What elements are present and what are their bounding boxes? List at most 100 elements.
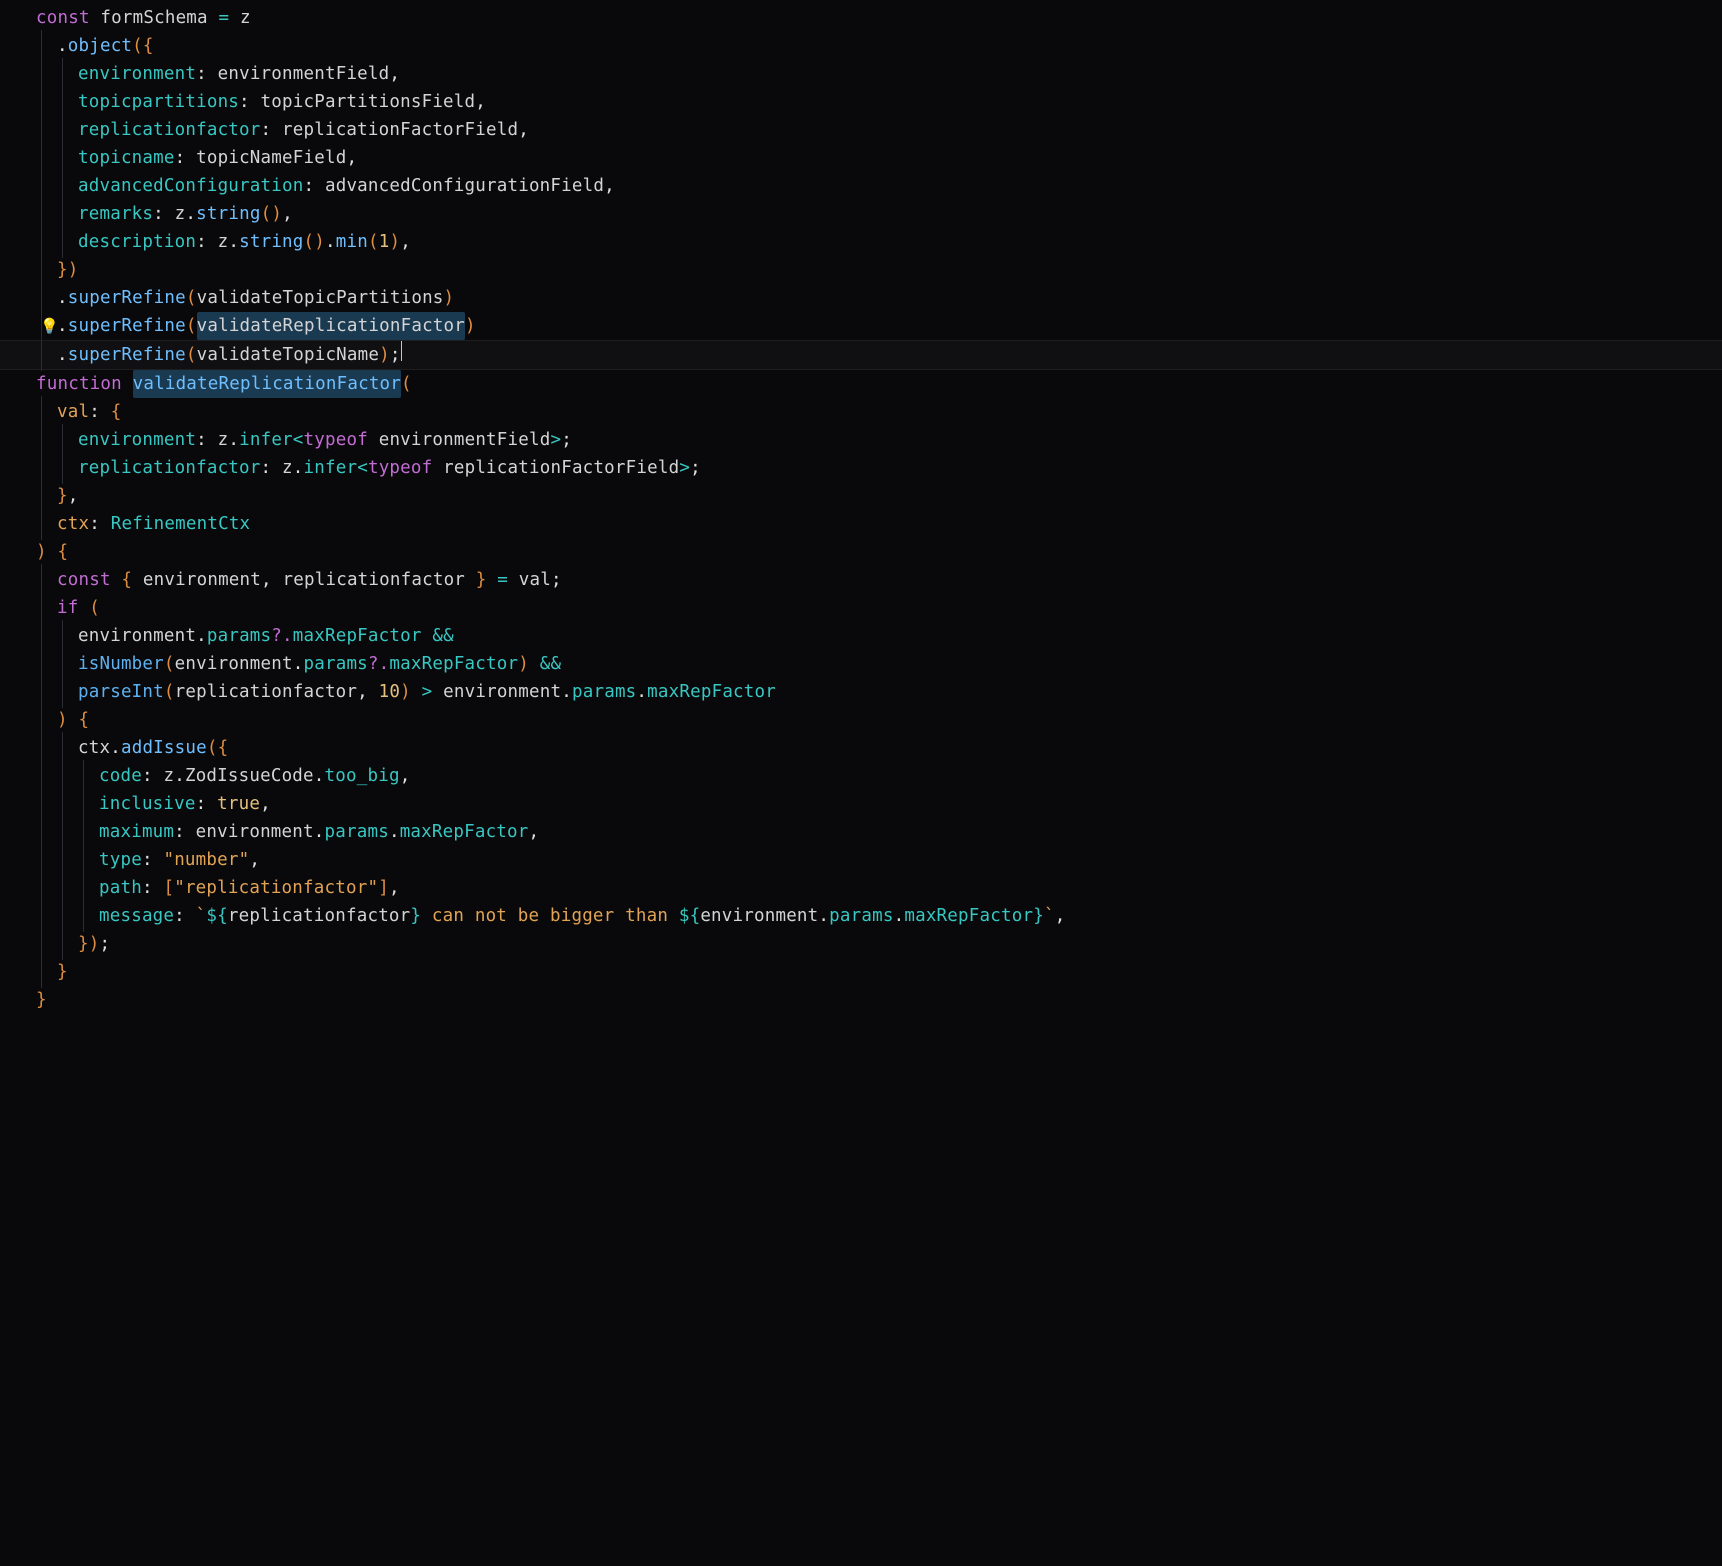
code-token: : (261, 116, 272, 144)
code-token: : (261, 454, 272, 482)
code-token: . (185, 200, 196, 228)
code-line[interactable]: code: z.ZodIssueCode.too_big, (0, 762, 1722, 790)
code-line[interactable]: .object({ (0, 32, 1722, 60)
code-token: z (163, 762, 174, 790)
code-line[interactable]: const { environment, replicationfactor }… (0, 566, 1722, 594)
code-token: < (293, 426, 304, 454)
indent-guide (78, 902, 89, 930)
code-line[interactable]: topicname: topicNameField, (0, 144, 1722, 172)
code-token: topicNameField (196, 144, 346, 172)
code-line[interactable]: }); (0, 930, 1722, 958)
code-token: RefinementCtx (111, 510, 251, 538)
code-line[interactable]: if ( (0, 594, 1722, 622)
code-token: > (550, 426, 561, 454)
code-line[interactable]: ) { (0, 706, 1722, 734)
code-line[interactable]: isNumber(environment.params?.maxRepFacto… (0, 650, 1722, 678)
indent-guide (57, 678, 68, 706)
code-token: ` (1044, 902, 1055, 930)
code-token: topicpartitions (78, 88, 239, 116)
code-token: remarks (78, 200, 153, 228)
code-line[interactable]: maximum: environment.params.maxRepFactor… (0, 818, 1722, 846)
code-token (164, 200, 175, 228)
code-token: , (1055, 902, 1066, 930)
code-line[interactable]: .superRefine(validateTopicName); (0, 340, 1722, 370)
code-line[interactable]: const formSchema = z (0, 4, 1722, 32)
code-line[interactable]: } (0, 958, 1722, 986)
code-token: ( (164, 650, 175, 678)
indent-guide (57, 172, 68, 200)
code-token (153, 846, 164, 874)
code-line[interactable]: function validateReplicationFactor( (0, 370, 1722, 398)
indent-guide (36, 256, 47, 284)
code-line[interactable]: inclusive: true, (0, 790, 1722, 818)
code-token: : (142, 762, 153, 790)
code-token: { (111, 398, 122, 426)
text-cursor (401, 341, 402, 361)
code-line[interactable]: parseInt(replicationfactor, 10) > enviro… (0, 678, 1722, 706)
code-token: ) (68, 256, 79, 284)
code-line[interactable]: replicationfactor: z.infer<typeof replic… (0, 454, 1722, 482)
code-token: ) (400, 678, 411, 706)
code-token: , (249, 846, 260, 874)
indent-guide (57, 874, 68, 902)
code-line[interactable]: }) (0, 256, 1722, 284)
code-token: true (217, 790, 260, 818)
code-token: = (219, 4, 230, 32)
code-line[interactable]: advancedConfiguration: advancedConfigura… (0, 172, 1722, 200)
code-line[interactable]: }, (0, 482, 1722, 510)
code-token: : (174, 902, 185, 930)
code-token: ZodIssueCode (185, 762, 314, 790)
code-token: environmentField (218, 60, 390, 88)
code-line[interactable]: ctx.addIssue({ (0, 734, 1722, 762)
code-token: . (561, 678, 572, 706)
indent-guide (57, 762, 68, 790)
indent-guide (36, 144, 47, 172)
code-line[interactable]: type: "number", (0, 846, 1722, 874)
code-line[interactable]: .superRefine(validateTopicPartitions) (0, 284, 1722, 312)
code-line[interactable]: } (0, 986, 1722, 1014)
code-token: . (314, 762, 325, 790)
indent-guide (36, 958, 47, 986)
code-line[interactable]: replicationfactor: replicationFactorFiel… (0, 116, 1722, 144)
code-token: ( (132, 32, 143, 60)
indent-guide (57, 818, 68, 846)
code-token: infer (239, 426, 293, 454)
code-token: isNumber (78, 650, 164, 678)
code-token (47, 538, 58, 566)
code-editor[interactable]: const formSchema = z.object({environment… (0, 0, 1722, 1034)
code-token: , (389, 874, 400, 902)
code-token: replicationfactor (175, 678, 358, 706)
code-line[interactable]: topicpartitions: topicPartitionsField, (0, 88, 1722, 116)
code-token: const (36, 4, 100, 32)
code-token: ( (89, 594, 100, 622)
code-line[interactable]: ctx: RefinementCtx (0, 510, 1722, 538)
code-token (422, 622, 433, 650)
code-line[interactable]: message: `${replicationfactor} can not b… (0, 902, 1722, 930)
code-line[interactable]: environment: z.infer<typeof environmentF… (0, 426, 1722, 454)
code-token: validateTopicName (197, 341, 380, 369)
code-token: ; (561, 426, 572, 454)
indent-guide (57, 60, 68, 88)
code-token: replicationfactor (283, 566, 466, 594)
code-token: } (57, 482, 68, 510)
code-line[interactable]: path: ["replicationfactor"], (0, 874, 1722, 902)
indent-guide (36, 284, 47, 312)
code-line[interactable]: environment.params?.maxRepFactor && (0, 622, 1722, 650)
code-line[interactable]: 💡.superRefine(validateReplicationFactor) (0, 312, 1722, 340)
code-token: : (196, 426, 207, 454)
code-token: . (894, 902, 905, 930)
code-token: && (432, 622, 453, 650)
code-line[interactable]: val: { (0, 398, 1722, 426)
code-token: : (153, 200, 164, 228)
code-token: . (293, 454, 304, 482)
code-token: 1 (379, 228, 390, 256)
code-line[interactable]: environment: environmentField, (0, 60, 1722, 88)
indent-guide (36, 734, 47, 762)
code-token: . (818, 902, 829, 930)
code-line[interactable]: ) { (0, 538, 1722, 566)
code-line[interactable]: remarks: z.string(), (0, 200, 1722, 228)
code-token (153, 874, 164, 902)
code-line[interactable]: description: z.string().min(1), (0, 228, 1722, 256)
indent-guide (57, 902, 68, 930)
code-token (411, 678, 422, 706)
